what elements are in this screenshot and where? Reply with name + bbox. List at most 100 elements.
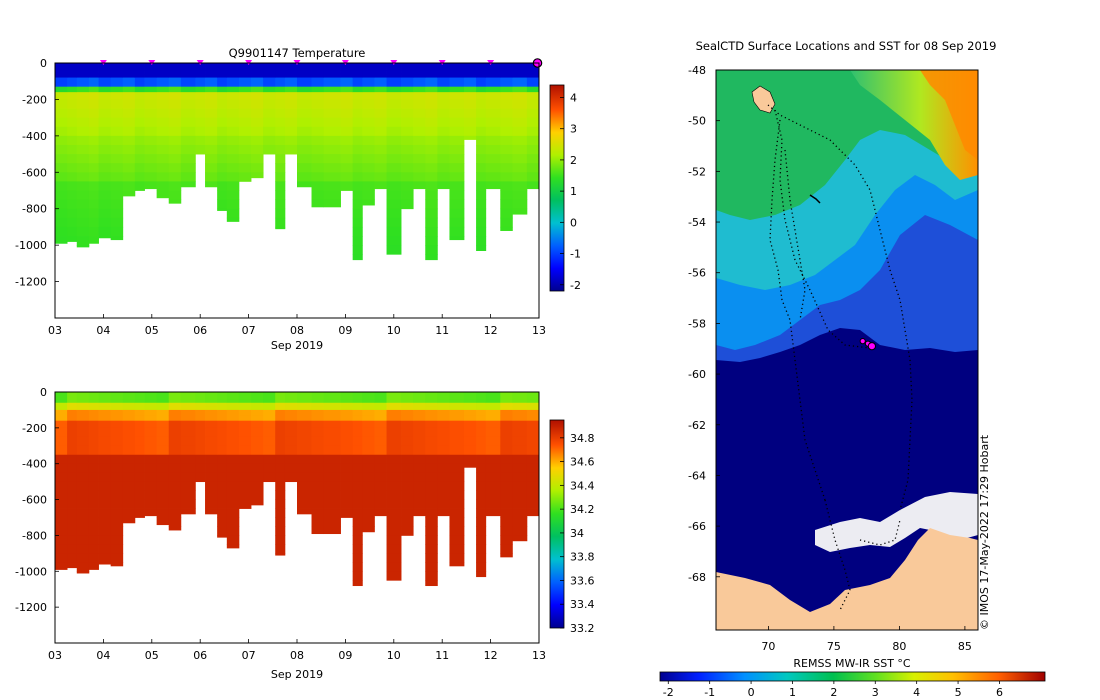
field-cell — [449, 108, 465, 119]
field-cell — [67, 126, 78, 137]
field-cell — [284, 409, 298, 416]
field-cell — [500, 395, 513, 400]
field-cell — [362, 144, 375, 155]
field-cell — [67, 463, 78, 474]
field-cell — [374, 144, 387, 155]
field-cell — [67, 154, 78, 164]
field-cell — [413, 508, 426, 517]
field-cell — [156, 395, 170, 400]
field-cell — [297, 399, 312, 404]
field-cell — [168, 526, 182, 531]
field-cell — [55, 236, 68, 244]
field-cell — [275, 415, 286, 422]
field-cell — [55, 208, 68, 219]
field-cell — [311, 81, 325, 88]
field-cell — [67, 86, 78, 93]
field-cell — [362, 66, 375, 71]
field-cell — [352, 77, 363, 82]
field-cell — [284, 66, 298, 71]
field-cell — [98, 135, 112, 146]
field-cell — [122, 517, 136, 524]
field-cell — [217, 472, 228, 483]
field-cell — [217, 420, 228, 429]
field-cell — [122, 436, 136, 447]
field-cell — [168, 77, 182, 82]
field-cell — [226, 135, 240, 146]
field-cell — [500, 154, 513, 164]
field-cell — [134, 70, 145, 75]
field-cell — [340, 472, 354, 483]
field-cell — [425, 154, 438, 164]
lat-tick-label: -62 — [688, 419, 706, 432]
field-cell — [463, 70, 477, 75]
field-cell — [195, 454, 206, 465]
field-cell — [238, 154, 252, 164]
field-cell — [76, 395, 90, 400]
field-cell — [323, 508, 341, 518]
field-cell — [168, 181, 182, 191]
field-cell — [526, 86, 540, 93]
field-cell — [168, 126, 182, 137]
field-cell — [55, 86, 68, 93]
field-cell — [134, 463, 145, 474]
field-cell — [352, 517, 363, 527]
field-cell — [386, 399, 402, 404]
field-cell — [323, 517, 341, 527]
field-cell — [323, 126, 341, 137]
field-cell — [476, 436, 487, 447]
field-cell — [168, 392, 182, 396]
field-cell — [284, 406, 298, 411]
field-cell — [425, 454, 438, 465]
field-cell — [275, 526, 286, 536]
field-cell — [251, 499, 264, 506]
field-cell — [168, 92, 182, 100]
field-cell — [500, 445, 513, 456]
field-cell — [526, 181, 540, 190]
field-cell — [217, 490, 228, 500]
field-cell — [76, 463, 90, 474]
field-cell — [386, 181, 402, 191]
field-cell — [352, 66, 363, 71]
field-cell — [386, 508, 402, 518]
field-cell — [323, 73, 341, 78]
field-cell — [323, 490, 341, 500]
field-cell — [323, 454, 341, 465]
field-cell — [476, 77, 487, 82]
field-cell — [386, 117, 402, 128]
field-cell — [76, 571, 90, 574]
field-cell — [476, 395, 487, 400]
field-cell — [76, 144, 90, 155]
field-cell — [134, 92, 145, 100]
field-cell — [284, 463, 298, 474]
field-cell — [110, 226, 124, 237]
field-cell — [122, 73, 136, 78]
field-cell — [263, 436, 276, 447]
field-cell — [386, 217, 402, 228]
field-cell — [485, 63, 501, 68]
field-cell — [311, 490, 325, 500]
sst-map-panel: SealCTD Surface Locations and SST for 08… — [659, 39, 1046, 699]
field-cell — [251, 108, 264, 119]
field-cell — [526, 409, 540, 416]
field-cell — [205, 126, 218, 137]
lat-tick-label: -52 — [688, 165, 706, 178]
field-cell — [386, 517, 402, 527]
field-cell — [425, 217, 438, 228]
field-cell — [340, 420, 354, 429]
field-cell — [217, 163, 228, 173]
field-cell — [386, 190, 402, 201]
y-tick-label: -400 — [22, 130, 47, 143]
field-cell — [156, 163, 170, 173]
field-cell — [425, 415, 438, 422]
field-cell — [180, 508, 196, 515]
field-cell — [352, 409, 363, 416]
field-cell — [386, 81, 402, 88]
field-cell — [195, 86, 206, 93]
field-cell — [476, 409, 487, 416]
field-cell — [340, 66, 354, 71]
field-cell — [98, 427, 112, 438]
field-cell — [512, 73, 528, 78]
field-cell — [180, 172, 196, 182]
field-cell — [425, 126, 438, 137]
field-cell — [98, 544, 112, 554]
